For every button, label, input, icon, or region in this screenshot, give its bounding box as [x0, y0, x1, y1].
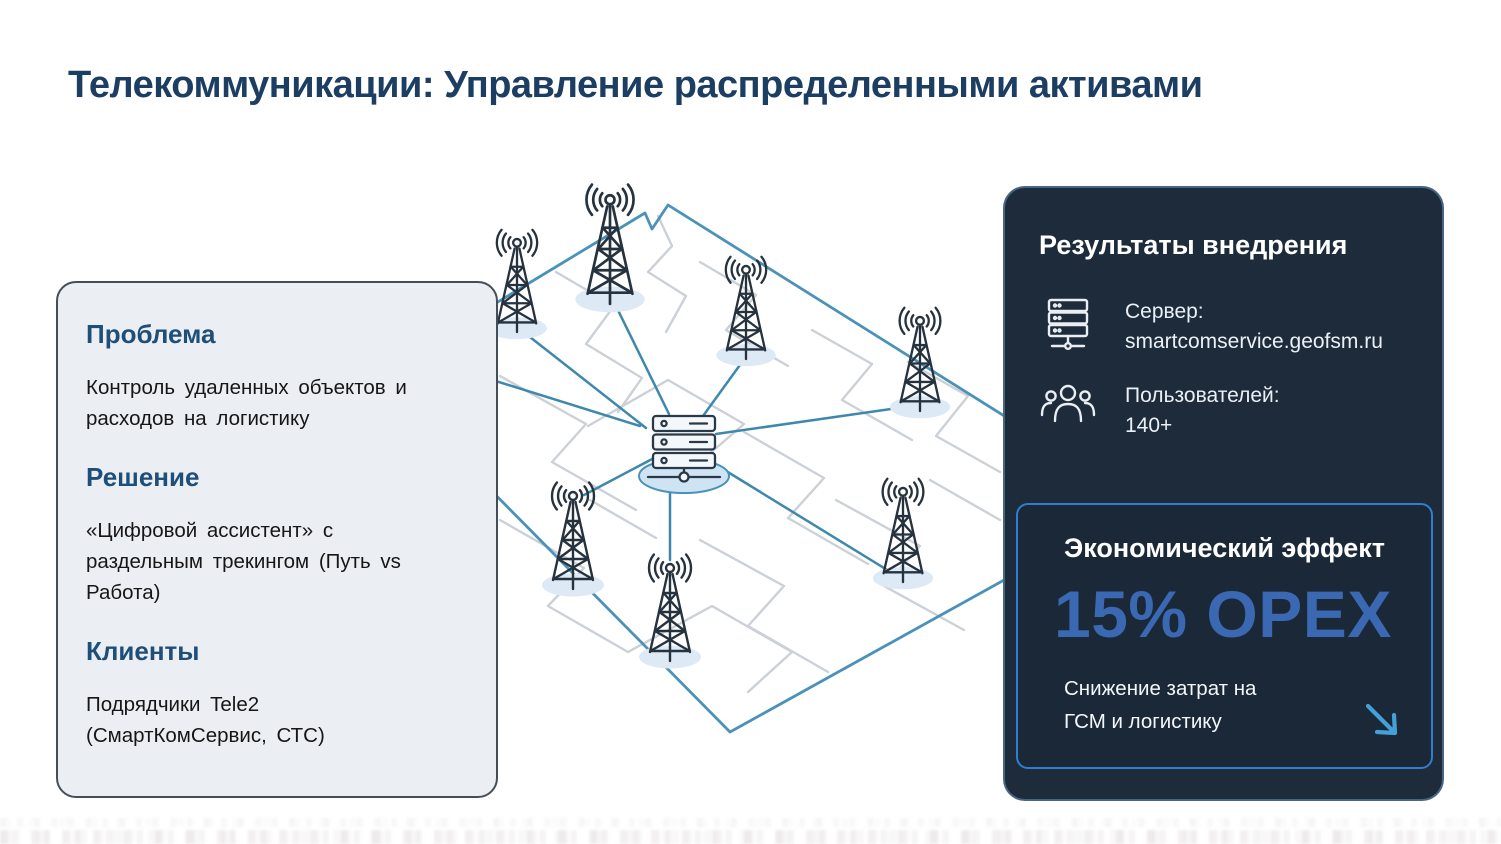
- cell-tower-icon: [637, 553, 703, 670]
- users-label: Пользователей:: [1125, 384, 1280, 407]
- problem-solution-card: Проблема Контроль удаленных объектов и р…: [56, 281, 498, 798]
- section-body-solution: «Цифровой ассистент» с раздельным трекин…: [86, 519, 401, 604]
- effect-metric: 15% OPEX: [1054, 577, 1392, 651]
- arrow-down-right-icon: [1365, 703, 1398, 736]
- server-value: smartcomservice.geofsm.ru: [1125, 330, 1383, 353]
- users-value: 140+: [1125, 414, 1173, 437]
- section-heading-problem: Проблема: [86, 319, 216, 349]
- cell-tower-icon: [715, 255, 777, 368]
- page-title: Телекоммуникации: Управление распределен…: [68, 64, 1203, 106]
- effect-description: Снижение затрат на ГСМ и логистику: [1064, 677, 1257, 733]
- server-icon: [1039, 297, 1097, 351]
- server-hub-icon: [638, 414, 730, 494]
- effect-heading: Экономический эффект: [1064, 533, 1385, 563]
- section-body-problem: Контроль удаленных объектов и расходов н…: [86, 376, 407, 430]
- result-item-server: Сервер: smartcomservice.geofsm.ru: [1039, 297, 1442, 357]
- results-panel: Результаты внедрения Сервер:: [1003, 186, 1444, 801]
- server-label: Сервер:: [1125, 300, 1204, 323]
- results-heading: Результаты внедрения: [1039, 230, 1348, 260]
- map-outline: [375, 203, 1145, 734]
- section-body-clients: Подрядчики Tele2 (СмартКомСервис, СТС): [86, 693, 325, 747]
- result-text-server: Сервер: smartcomservice.geofsm.ru: [1125, 297, 1383, 357]
- cell-tower-icon: [888, 306, 952, 420]
- result-item-users: Пользователей: 140+: [1039, 381, 1442, 441]
- roads: [498, 214, 1002, 694]
- cell-tower-icon: [540, 481, 606, 598]
- section-heading-clients: Клиенты: [86, 636, 200, 666]
- section-heading-solution: Решение: [86, 462, 200, 492]
- users-icon: [1039, 381, 1097, 427]
- cell-tower-icon: [871, 477, 935, 591]
- result-text-users: Пользователей: 140+: [1125, 381, 1280, 441]
- economic-effect-card: Экономический эффект 15% OPEX Снижение з…: [1016, 503, 1433, 769]
